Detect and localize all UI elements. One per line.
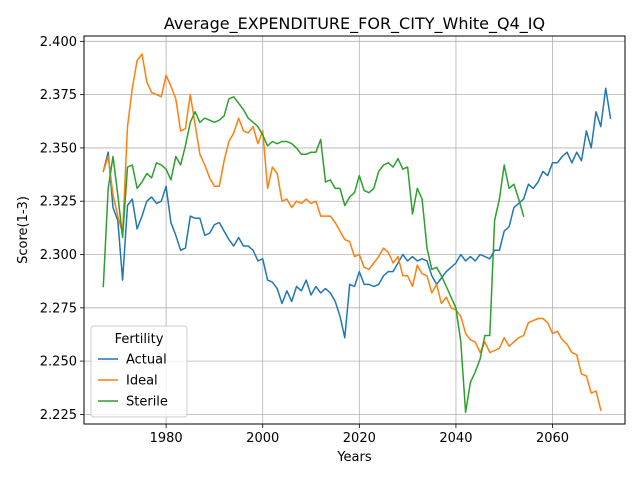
- series-line-ideal: [102, 53, 602, 412]
- y-tick-label: 2.325: [40, 195, 77, 210]
- y-tick-label: 2.400: [40, 35, 77, 50]
- y-tick-label: 2.275: [40, 301, 77, 316]
- grid-lines: [84, 36, 625, 424]
- series-line-sterile: [102, 96, 525, 414]
- x-axis-ticks: 1980 2000 2020 2040 2060: [150, 424, 569, 446]
- x-tick-label: 2020: [343, 431, 376, 446]
- plot-area-frame: [83, 35, 626, 425]
- legend: Fertility Actual Ideal Sterile: [90, 325, 188, 418]
- y-tick-label: 2.350: [40, 141, 77, 156]
- y-tick-label: 2.225: [40, 408, 77, 423]
- legend-label-ideal: Ideal: [126, 374, 158, 389]
- y-tick-label: 2.250: [40, 355, 77, 370]
- chart-title: Average_EXPENDITURE_FOR_CITY_White_Q4_IQ: [164, 14, 545, 34]
- x-axis-title: Years: [336, 450, 372, 465]
- legend-box: [90, 325, 188, 418]
- x-tick-label: 1980: [150, 431, 183, 446]
- legend-label-actual: Actual: [126, 353, 167, 368]
- x-tick-label: 2040: [439, 431, 472, 446]
- y-tick-label: 2.375: [40, 88, 77, 103]
- series-line-actual: [102, 87, 612, 339]
- y-axis-title: Score(1-3): [16, 196, 31, 264]
- y-tick-label: 2.300: [40, 248, 77, 263]
- legend-title: Fertility: [115, 332, 164, 347]
- series-lines: [102, 53, 612, 414]
- y-axis-ticks: 2.225 2.250 2.275 2.300 2.325 2.350 2.375 2.400: [40, 35, 84, 423]
- x-tick-label: 2060: [536, 431, 569, 446]
- x-tick-label: 2000: [246, 431, 279, 446]
- legend-label-sterile: Sterile: [126, 395, 168, 410]
